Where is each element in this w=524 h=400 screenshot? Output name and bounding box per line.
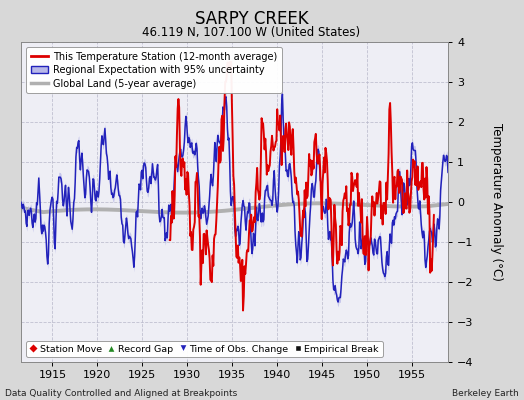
Y-axis label: Temperature Anomaly (°C): Temperature Anomaly (°C) <box>490 123 503 281</box>
Text: SARPY CREEK: SARPY CREEK <box>195 10 308 28</box>
Text: Data Quality Controlled and Aligned at Breakpoints: Data Quality Controlled and Aligned at B… <box>5 389 237 398</box>
Text: 46.119 N, 107.100 W (United States): 46.119 N, 107.100 W (United States) <box>143 26 361 39</box>
Legend: Station Move, Record Gap, Time of Obs. Change, Empirical Break: Station Move, Record Gap, Time of Obs. C… <box>26 341 383 357</box>
Text: Berkeley Earth: Berkeley Earth <box>452 389 519 398</box>
